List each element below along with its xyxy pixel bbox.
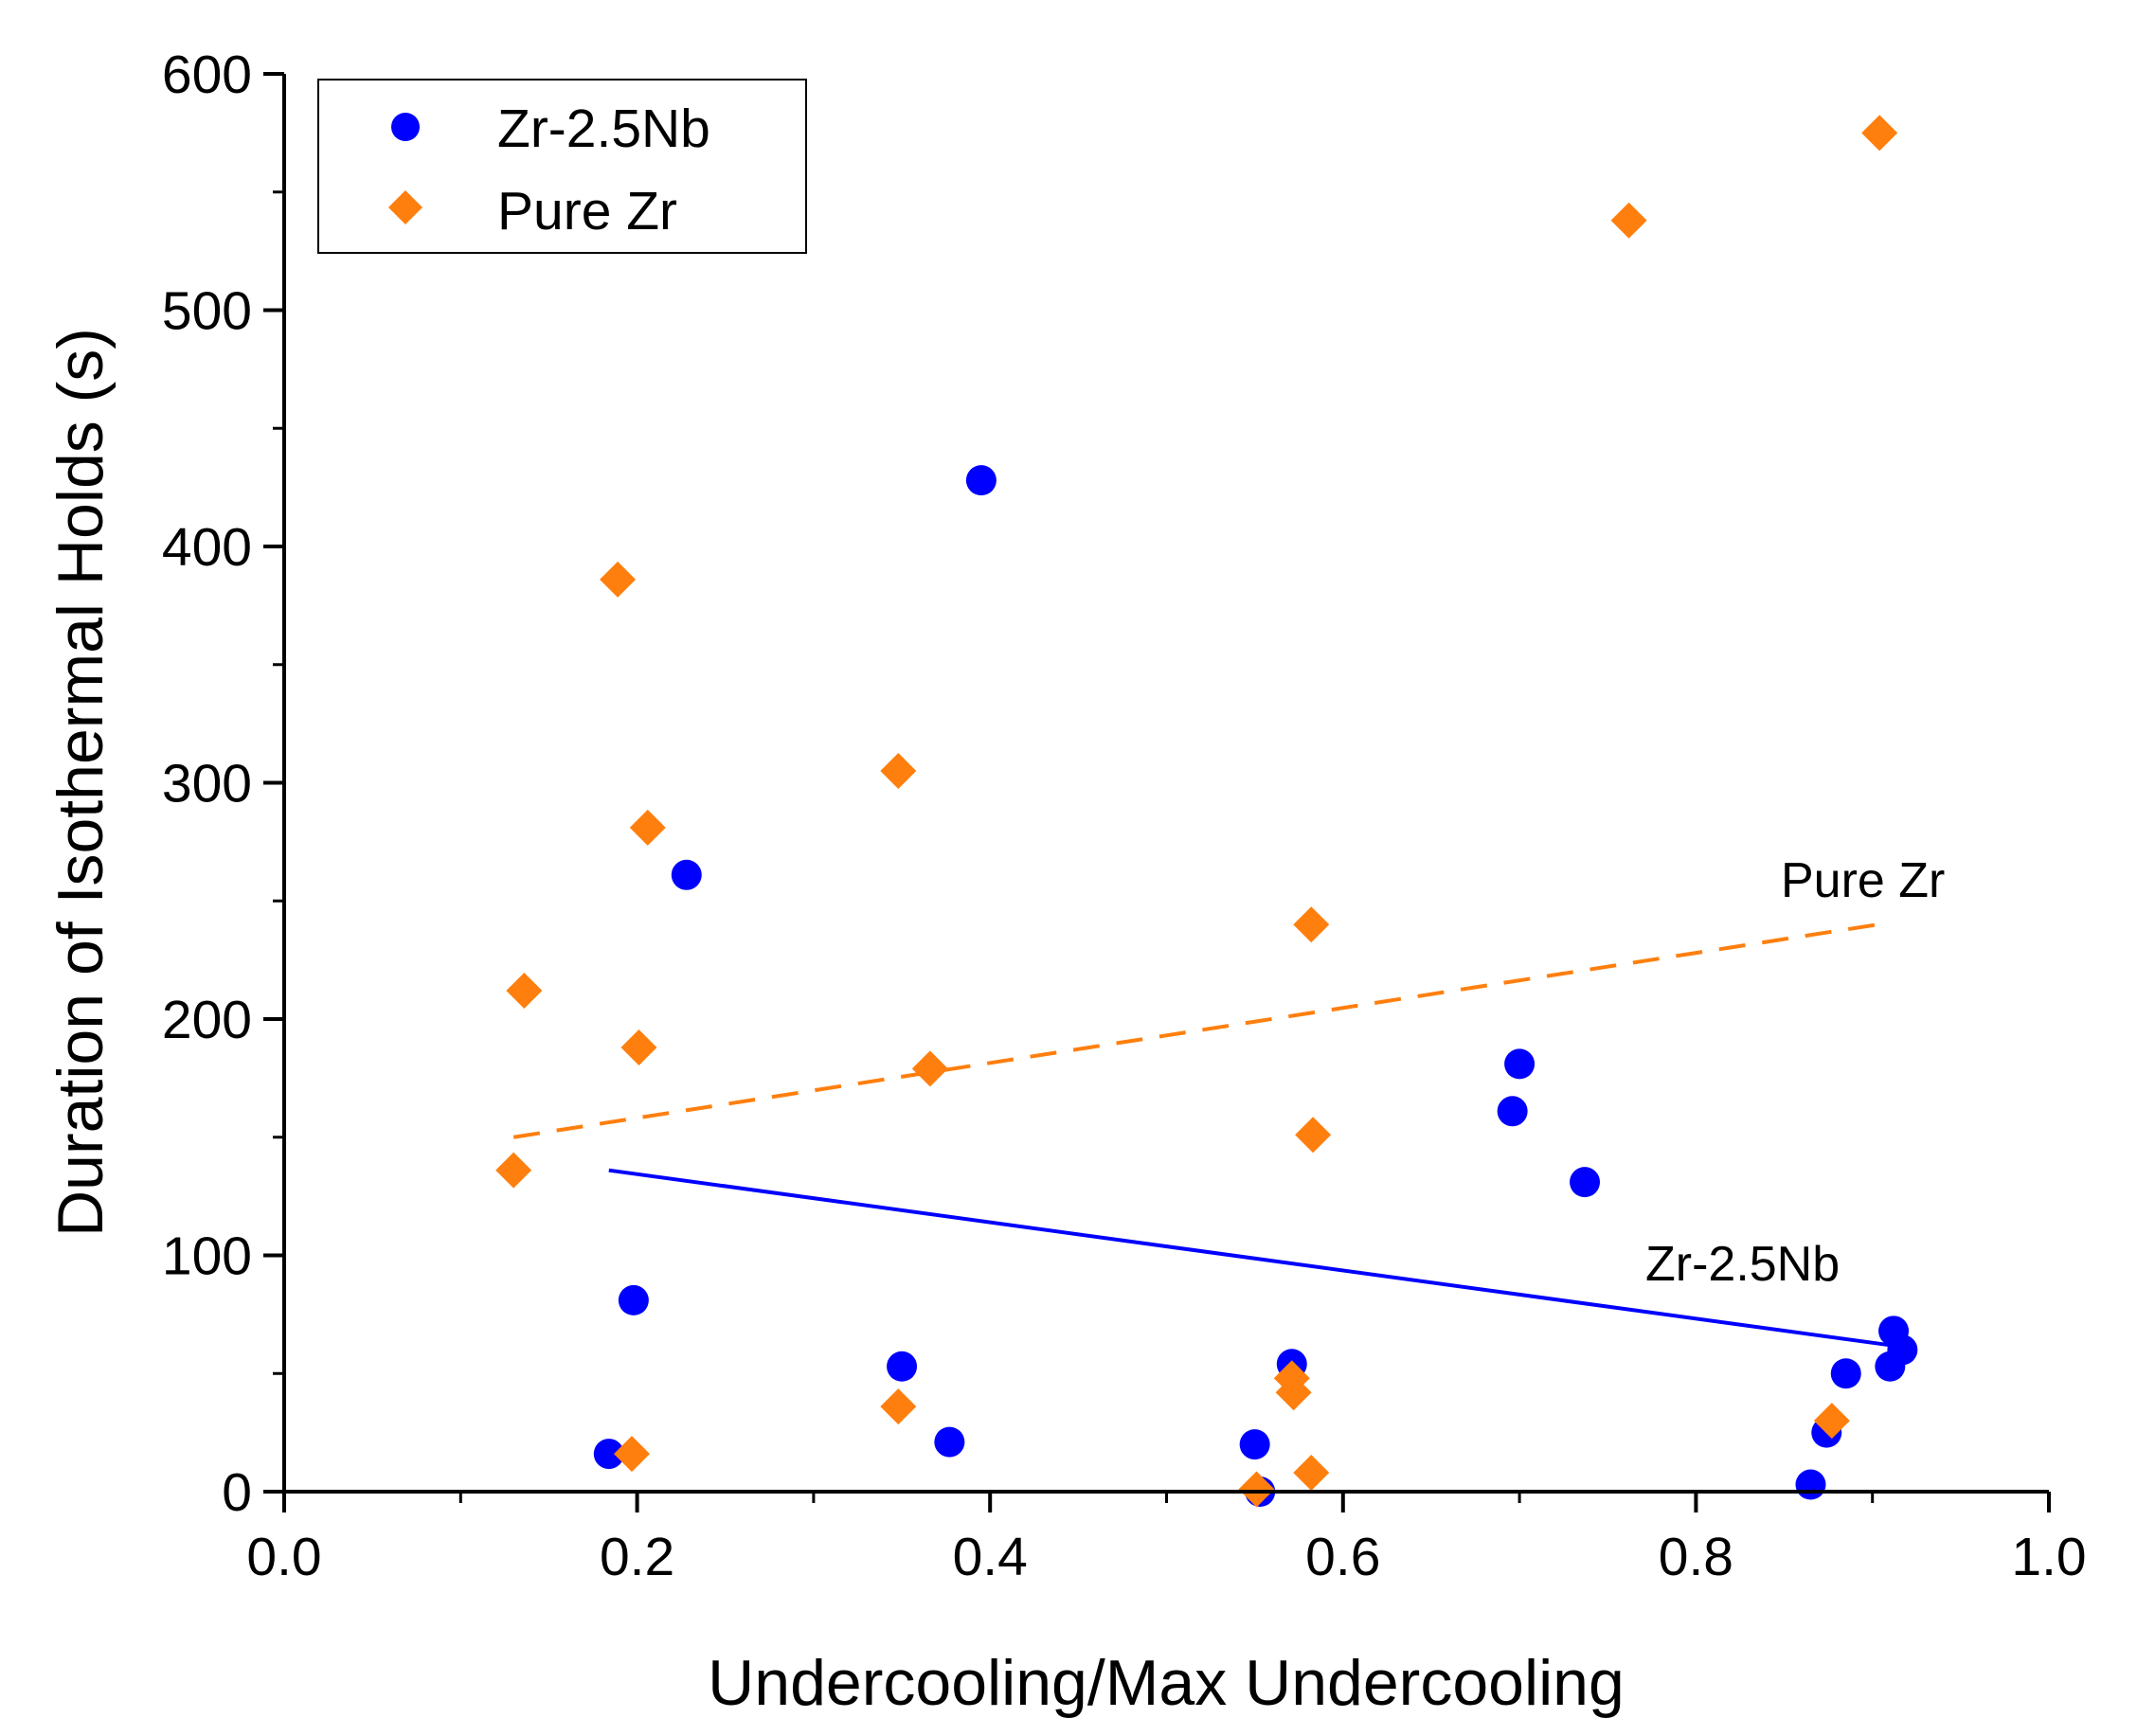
point-zr-2-5nb (1795, 1469, 1826, 1500)
x-tick-label: 0.2 (600, 1527, 674, 1587)
point-pure-zr (600, 561, 637, 598)
point-zr-2-5nb (1830, 1358, 1861, 1389)
legend: Zr-2.5Nb Pure Zr (317, 79, 807, 254)
point-pure-zr (620, 1029, 657, 1065)
x-axis-title: Undercooling/Max Undercooling (708, 1647, 1625, 1719)
x-tick-label: 0.4 (953, 1527, 1028, 1587)
y-tick-label: 0 (222, 1462, 252, 1523)
point-pure-zr (880, 753, 917, 790)
point-pure-zr (614, 1436, 651, 1473)
point-pure-zr (1293, 1455, 1330, 1492)
point-pure-zr (1275, 1374, 1312, 1411)
point-zr-2-5nb (1497, 1096, 1528, 1127)
legend-marker-zr-2-5nb (391, 113, 420, 141)
y-tick-label: 300 (162, 754, 252, 814)
fit-label-zr-2-5nb: Zr-2.5Nb (1645, 1237, 1840, 1292)
point-zr-2-5nb (934, 1426, 965, 1458)
legend-marker-pure-zr (388, 190, 422, 224)
legend-label-pure-zr: Pure Zr (497, 181, 677, 242)
y-tick-label: 100 (162, 1226, 252, 1287)
y-tick-label: 500 (162, 281, 252, 342)
data-points (495, 115, 1918, 1508)
legend-box (317, 79, 807, 254)
point-pure-zr (495, 1152, 532, 1189)
y-tick-label: 600 (162, 45, 252, 105)
fit-lines (512, 922, 1891, 1348)
axis-ticks: 0.0 0.2 0.4 0.6 0.8 1.0 0 100 200 300 400 500 600 (162, 45, 2087, 1587)
fit-label-pure-zr: Pure Zr (1781, 853, 1945, 908)
point-pure-zr (911, 1050, 948, 1087)
point-zr-2-5nb (965, 465, 997, 496)
x-tick-label: 0.8 (1659, 1527, 1733, 1587)
x-tick-label: 1.0 (2011, 1527, 2086, 1587)
point-pure-zr (1293, 906, 1330, 943)
point-pure-zr (506, 973, 543, 1010)
point-pure-zr (1813, 1403, 1850, 1440)
point-zr-2-5nb (1504, 1048, 1535, 1080)
fit-line-zr-2-5nb (608, 1168, 1891, 1348)
x-tick-label: 0.6 (1305, 1527, 1380, 1587)
point-zr-2-5nb (671, 859, 702, 890)
point-zr-2-5nb (618, 1284, 649, 1315)
point-zr-2-5nb (887, 1351, 918, 1382)
fit-line-pure-zr (512, 922, 1878, 1139)
point-zr-2-5nb (1570, 1167, 1601, 1198)
point-pure-zr (1861, 115, 1898, 152)
x-tick-label: 0.0 (246, 1527, 321, 1587)
point-zr-2-5nb (1887, 1334, 1918, 1366)
point-pure-zr (1295, 1117, 1332, 1154)
legend-label-zr-2-5nb: Zr-2.5Nb (497, 98, 710, 159)
point-zr-2-5nb (593, 1439, 624, 1470)
point-pure-zr (880, 1388, 917, 1425)
point-pure-zr (629, 809, 666, 846)
point-pure-zr (1610, 202, 1647, 239)
y-tick-label: 200 (162, 990, 252, 1050)
point-zr-2-5nb (1239, 1429, 1270, 1460)
y-axis-title: Duration of Isothermal Holds (s) (45, 328, 117, 1237)
y-tick-label: 400 (162, 517, 252, 578)
point-pure-zr (1238, 1471, 1275, 1508)
